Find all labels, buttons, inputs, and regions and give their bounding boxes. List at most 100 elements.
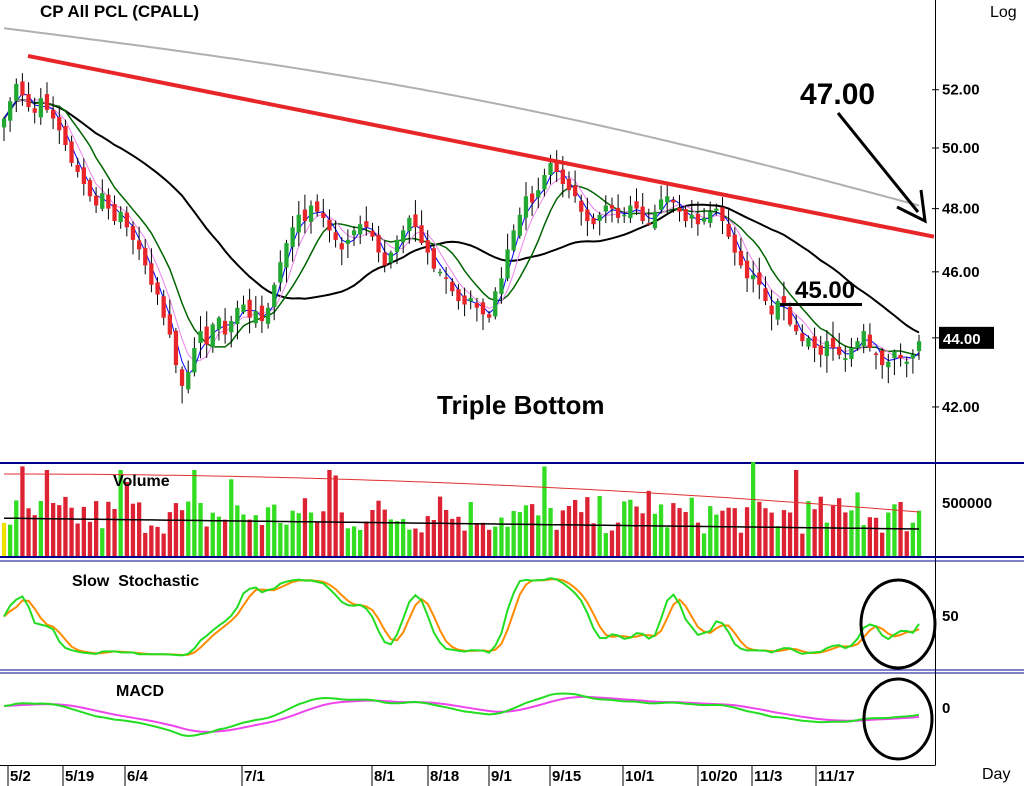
candle (855, 337, 860, 351)
volume-bar (695, 522, 701, 556)
volume-bar (155, 526, 160, 556)
volume-bar (824, 522, 829, 556)
candle (278, 250, 283, 292)
volume-bar (253, 515, 258, 556)
date-label: 5/19 (65, 768, 94, 785)
volume-bar (351, 526, 357, 556)
volume-bar (419, 532, 424, 556)
volume-bar (173, 503, 179, 556)
candle (622, 207, 627, 223)
candle (701, 208, 707, 225)
ma-200-line (3, 27, 920, 207)
volume-bar (235, 505, 240, 556)
candle (536, 177, 541, 209)
candle (94, 187, 99, 213)
volume-bar (296, 513, 301, 556)
candle (744, 251, 750, 292)
volume-bar (744, 507, 750, 556)
volume-bar (769, 512, 774, 556)
candle (450, 278, 455, 296)
candle (843, 345, 848, 372)
candle (57, 108, 62, 144)
volume-bar (517, 512, 522, 556)
candle (241, 295, 246, 314)
candle (204, 311, 209, 358)
volume-bar (523, 505, 529, 556)
ma-75-line (3, 98, 920, 334)
volume-bar (272, 504, 277, 556)
candle (781, 281, 787, 321)
candle (732, 227, 737, 266)
candle (44, 82, 50, 113)
candle (591, 213, 596, 230)
candle (321, 198, 326, 228)
candle (886, 353, 891, 384)
candle (579, 194, 584, 226)
candle (505, 233, 510, 282)
volume-bar (38, 501, 43, 556)
chart-title: CP All PCL (CPALL) (40, 2, 199, 21)
candle (382, 240, 387, 273)
candle (327, 209, 332, 243)
volume-bar (658, 504, 664, 556)
date-label: 6/4 (127, 768, 149, 785)
candle (8, 97, 13, 132)
candle (339, 237, 344, 266)
volume-bar (585, 497, 590, 556)
volume-bar (333, 475, 338, 556)
volume-bar (615, 522, 621, 556)
candle (431, 246, 436, 273)
red-downtrend-line (27, 53, 935, 239)
candle (585, 197, 590, 237)
volume-bar (573, 500, 578, 556)
pattern-label: Triple Bottom (437, 390, 605, 420)
candle (302, 194, 308, 234)
candle (161, 289, 166, 326)
candle (425, 230, 430, 265)
volume-bar (671, 503, 676, 556)
volume-bar (81, 506, 86, 556)
volume-bar (444, 510, 449, 556)
stochastic-label: Slow Stochastic (72, 573, 199, 590)
candle (130, 221, 136, 255)
volume-bar (493, 526, 498, 556)
volume-bar (775, 526, 780, 556)
candle (290, 216, 295, 262)
volume-bar (315, 522, 320, 556)
volume-bar (87, 521, 93, 556)
volume-bar (8, 524, 13, 556)
volume-bar (358, 529, 363, 556)
candle (155, 277, 160, 305)
candle (229, 315, 234, 348)
candle (726, 209, 731, 240)
candle (69, 135, 74, 167)
volume-bar (69, 507, 74, 556)
candle (597, 211, 602, 236)
volume-bar (708, 506, 713, 556)
volume-bar (837, 498, 842, 556)
date-label: 8/1 (374, 768, 395, 785)
last-price-box (939, 326, 994, 349)
volume-bar (597, 496, 602, 556)
volume-bar (548, 508, 553, 556)
candle (880, 348, 885, 379)
candle (566, 171, 572, 199)
candle (364, 206, 369, 236)
volume-bar (106, 501, 111, 556)
candle (370, 222, 375, 241)
stochastic-k-line (3, 577, 920, 657)
last-price-label: 44.00 (943, 331, 981, 348)
volume-bar (787, 512, 793, 556)
candle (296, 201, 301, 247)
candle (542, 168, 547, 197)
volume-bar (487, 529, 492, 556)
volume-bar (425, 516, 430, 556)
volume-bar (677, 508, 682, 556)
candle (75, 157, 80, 178)
volume-bar (302, 498, 308, 556)
macd-highlight-circle (862, 677, 934, 761)
candle (849, 338, 854, 367)
price-tick-label: 52.00 (942, 82, 980, 99)
candle (333, 220, 338, 248)
